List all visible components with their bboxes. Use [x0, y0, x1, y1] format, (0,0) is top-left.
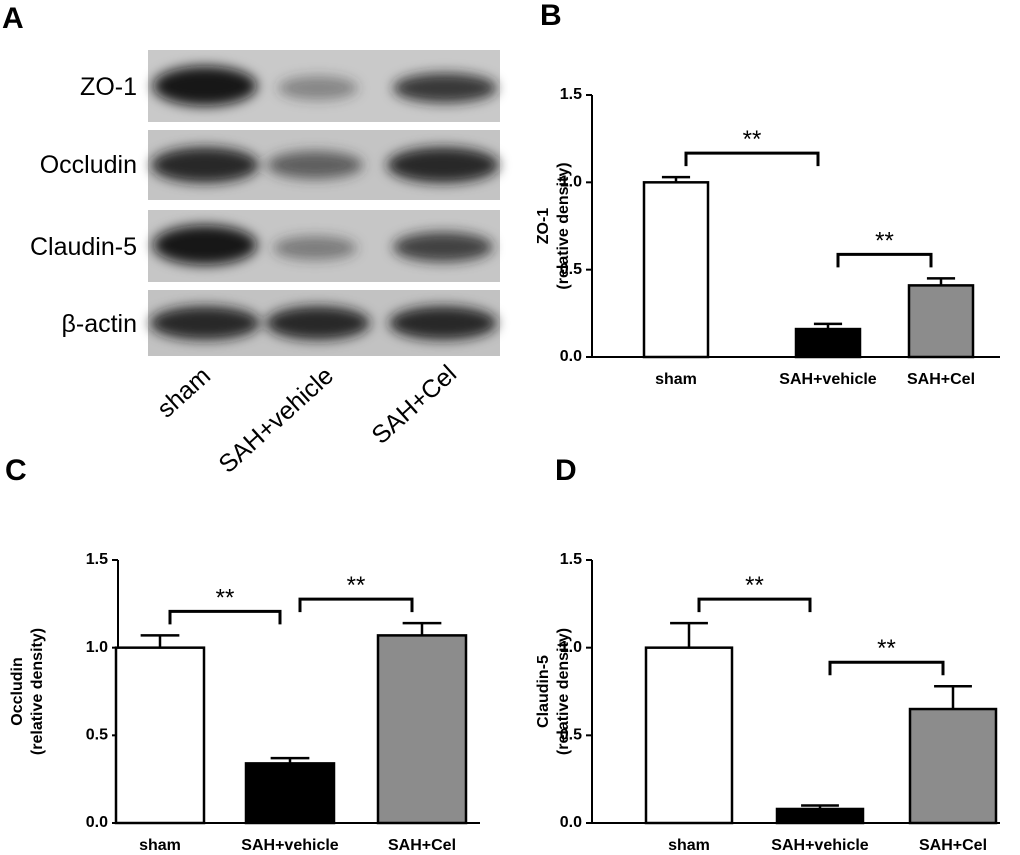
panel-label: A — [2, 2, 24, 35]
protein-label: ZO-1 — [80, 73, 137, 101]
bar — [642, 181, 710, 359]
significance-bracket — [697, 597, 812, 613]
bar — [644, 646, 734, 825]
protein-label: Claudin-5 — [30, 233, 137, 261]
bar — [376, 634, 468, 825]
group-label: SAH+Cel — [366, 360, 462, 450]
y-tick-label: 1.5 — [86, 551, 108, 568]
band — [266, 306, 370, 340]
bar — [794, 327, 862, 359]
y-tick-label: 0.0 — [86, 814, 108, 831]
significance-bracket — [298, 597, 414, 613]
y-axis-label: (relative density) — [555, 628, 572, 755]
bar — [114, 646, 206, 825]
x-tick-label: sham — [139, 837, 181, 854]
significance-label: ** — [745, 572, 764, 599]
significance-label: ** — [743, 126, 762, 153]
y-tick-label: 0.0 — [560, 348, 582, 365]
x-tick-label: SAH+Cel — [919, 837, 987, 854]
band — [389, 306, 497, 340]
significance-bracket — [836, 252, 933, 268]
x-tick-label: SAH+vehicle — [779, 371, 876, 388]
x-tick-label: SAH+vehicle — [771, 837, 868, 854]
y-axis-label: ZO-1 — [535, 208, 552, 245]
band — [393, 232, 493, 262]
x-tick-label: SAH+Cel — [907, 371, 975, 388]
group-label: sham — [152, 362, 216, 424]
panel-label: D — [555, 454, 577, 487]
y-axis-label: (relative density) — [555, 162, 572, 289]
significance-label: ** — [216, 584, 235, 611]
x-tick-label: SAH+vehicle — [241, 837, 338, 854]
band — [278, 76, 358, 100]
bar — [907, 284, 975, 359]
band — [387, 147, 499, 183]
x-tick-label: SAH+Cel — [388, 837, 456, 854]
y-tick-label: 0.5 — [86, 727, 108, 744]
band — [153, 66, 257, 106]
bar — [775, 807, 865, 825]
blot-panel: A ZO-1 Occludin Claudin-5 β-actin sham S… — [2, 2, 500, 479]
significance-bracket — [828, 660, 945, 676]
significance-bracket — [168, 609, 282, 625]
y-axis-label: (relative density) — [29, 628, 46, 755]
y-axis-label: Occludin — [9, 657, 26, 725]
panel-label: B — [540, 0, 562, 32]
band — [151, 147, 259, 183]
band — [393, 73, 497, 103]
group-label: SAH+vehicle — [213, 362, 339, 479]
bar — [244, 762, 336, 825]
panel-label: C — [5, 454, 27, 487]
x-tick-label: sham — [668, 837, 710, 854]
band — [267, 151, 363, 179]
significance-label: ** — [877, 635, 896, 662]
y-tick-label: 1.5 — [560, 86, 582, 103]
x-tick-label: sham — [655, 371, 697, 388]
y-tick-label: 1.0 — [86, 639, 108, 656]
y-tick-label: 0.5 — [560, 261, 582, 278]
y-tick-label: 1.0 — [560, 174, 582, 191]
y-axis-label: Claudin-5 — [535, 655, 552, 728]
significance-label: ** — [347, 572, 366, 599]
bar — [908, 707, 998, 825]
y-tick-label: 0.0 — [560, 814, 582, 831]
protein-label: Occludin — [40, 151, 137, 179]
y-tick-label: 0.5 — [560, 727, 582, 744]
y-tick-label: 1.0 — [560, 639, 582, 656]
bands — [150, 66, 499, 340]
band — [273, 236, 357, 260]
significance-label: ** — [875, 227, 894, 254]
band — [153, 225, 257, 265]
y-tick-label: 1.5 — [560, 551, 582, 568]
protein-label: β-actin — [61, 310, 137, 338]
band — [150, 306, 260, 340]
significance-bracket — [684, 151, 820, 167]
